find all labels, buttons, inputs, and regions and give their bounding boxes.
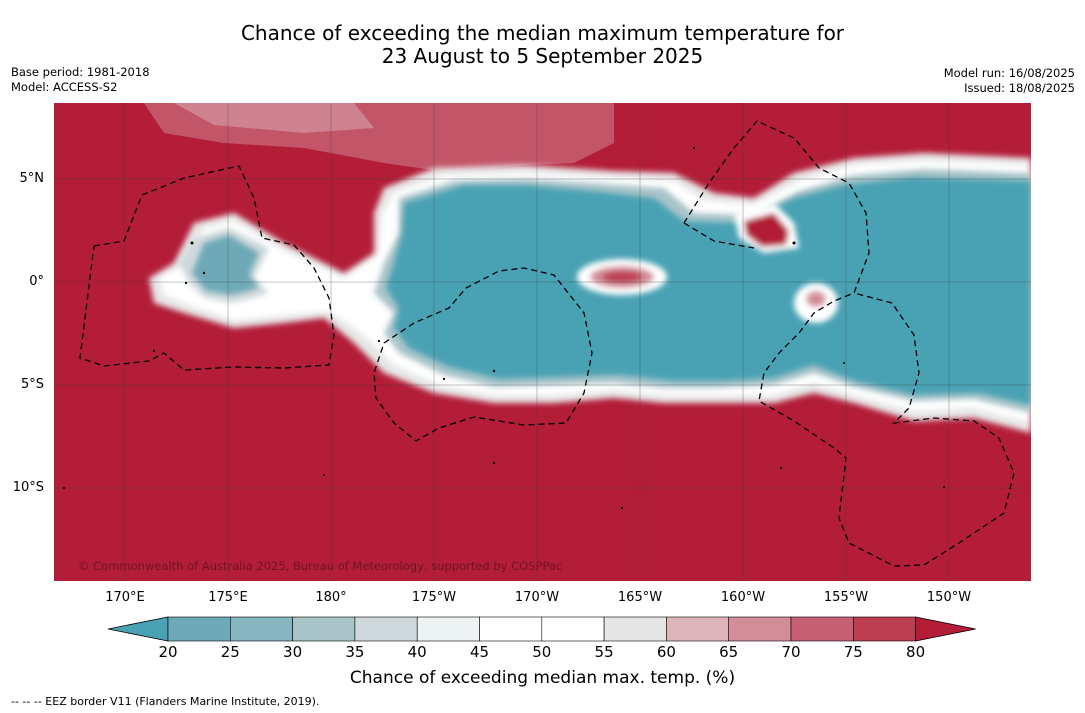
map-title: Chance of exceeding the median maximum t… — [0, 22, 1085, 68]
colorbar-label: Chance of exceeding median max. temp. (%… — [349, 668, 736, 688]
colorbar-segment — [479, 616, 543, 642]
colorbar-segment — [416, 616, 480, 642]
latitude-label: 5°N — [19, 171, 45, 186]
colorbar-segment — [230, 616, 293, 642]
colorbar-segment — [728, 616, 792, 642]
colorbar-segment — [790, 616, 854, 642]
latitude-label: 5°S — [20, 377, 44, 392]
base-period: Base period: 1981-2018 — [11, 65, 150, 79]
longitude-label: 150°W — [926, 590, 972, 605]
issued-date: Issued: 18/08/2025 — [964, 81, 1075, 95]
copyright-notice: © Commonwealth of Australia 2025, Bureau… — [78, 559, 563, 573]
colorbar-tick-label: 25 — [220, 643, 240, 661]
islands — [63, 146, 945, 510]
model-name: Model: ACCESS-S2 — [11, 80, 118, 94]
longitude-label: 170°E — [105, 590, 145, 605]
longitude-label: 165°W — [617, 590, 663, 605]
colorbar-tick-label: 20 — [158, 643, 178, 661]
longitude-label: 180° — [315, 590, 347, 605]
grid-lines — [54, 103, 1031, 581]
colorbar-segment — [603, 616, 667, 642]
longitude-label: 175°E — [208, 590, 248, 605]
model-run: Model run: 16/08/2025 — [943, 66, 1075, 80]
eez-footnote: -- -- -- EEZ border V11 (Flanders Marine… — [11, 695, 320, 708]
colorbar-segment — [666, 616, 730, 642]
map-fields — [54, 103, 1031, 581]
colorbar — [108, 616, 976, 642]
colorbar-tick-label: 50 — [532, 643, 552, 661]
colorbar-extension-low — [108, 616, 169, 642]
colorbar-tick-label: 60 — [656, 643, 676, 661]
colorbar-tick-label: 65 — [719, 643, 739, 661]
longitude-label: 160°W — [720, 590, 766, 605]
longitude-label: 155°W — [823, 590, 869, 605]
latitude-label: 10°S — [12, 480, 44, 495]
colorbar-tick-label: 30 — [283, 643, 303, 661]
colorbar-tick-label: 35 — [345, 643, 365, 661]
map-title-line2: 23 August to 5 September 2025 — [381, 44, 704, 68]
forecast-map: © Commonwealth of Australia 2025, Bureau… — [54, 103, 1031, 581]
longitude-label: 175°W — [411, 590, 457, 605]
colorbar-tick-label: 70 — [781, 643, 801, 661]
colorbar-extension-high — [915, 616, 976, 642]
colorbar-tick-label: 45 — [469, 643, 490, 661]
colorbar-tick-label: 80 — [906, 643, 926, 661]
meta-right: Model run: 16/08/2025 Issued: 18/08/2025 — [944, 66, 1075, 96]
meta-left: Base period: 1981-2018 Model: ACCESS-S2 — [11, 65, 150, 95]
longitude-label: 170°W — [514, 590, 560, 605]
colorbar-tick-label: 75 — [843, 643, 863, 661]
colorbar-tick-label: 55 — [594, 643, 614, 661]
colorbar-tick-label: 40 — [407, 643, 427, 661]
latitude-label: 0° — [29, 274, 44, 289]
eez-borders — [79, 120, 1015, 567]
colorbar-segment — [167, 616, 231, 642]
colorbar-segment — [852, 616, 916, 642]
colorbar-segment — [292, 616, 356, 642]
colorbar-segment — [541, 616, 605, 642]
colorbar-segment — [354, 616, 418, 642]
map-title-line1: Chance of exceeding the median maximum t… — [240, 21, 845, 45]
